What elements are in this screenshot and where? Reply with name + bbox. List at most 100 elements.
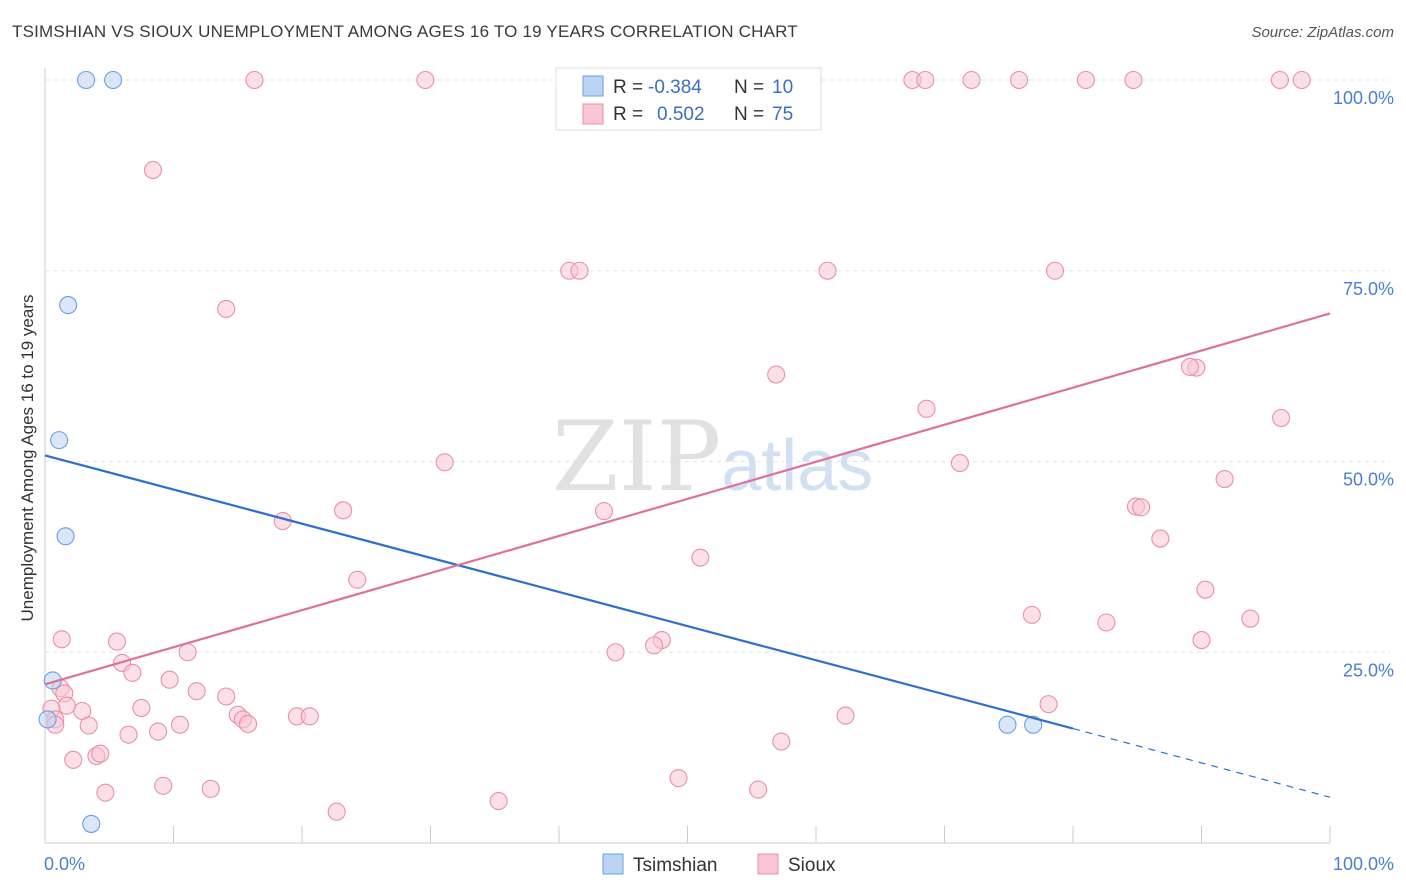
watermark-atlas: atlas (721, 426, 873, 506)
tsimshian-point-6 (38, 710, 57, 729)
sioux-point-10 (1292, 70, 1311, 90)
sioux-point-75 (96, 783, 115, 802)
sioux-point-13 (570, 261, 589, 280)
sioux-point-1 (416, 70, 435, 90)
sioux-point-63 (79, 716, 98, 735)
bottom-legend-label-sioux: Sioux (788, 855, 836, 876)
sioux-point-17 (767, 365, 786, 384)
sioux-point-50 (217, 687, 236, 706)
sioux-point-62 (1039, 695, 1058, 714)
sioux-point-34 (1022, 605, 1041, 624)
sioux-point-21 (1272, 408, 1291, 428)
bottom-legend: Tsimshian Sioux (602, 853, 836, 876)
sioux-trend-line (44, 312, 1331, 686)
legend-n-label-tsimshian: N = (734, 77, 764, 98)
sioux-point-15 (1045, 261, 1065, 280)
sioux-point-73 (154, 776, 173, 795)
sioux-point-22 (435, 453, 454, 472)
chart-source: Source: ZipAtlas.com (1251, 24, 1394, 41)
sioux-point-72 (669, 769, 688, 788)
sioux-point-71 (64, 750, 83, 769)
sioux-point-19 (1180, 357, 1199, 376)
y-tick-labels: 25.0% 50.0% 75.0% 100.0% (1333, 88, 1394, 680)
tsimshian-point-7 (82, 814, 101, 833)
sioux-point-70 (91, 744, 110, 763)
tsimshian-trend-line (44, 454, 1074, 730)
sioux-point-8 (1124, 70, 1143, 90)
sioux-point-30 (1151, 529, 1170, 548)
sioux-point-60 (300, 707, 319, 726)
sioux-point-11 (143, 160, 162, 180)
sioux-point-4 (916, 70, 935, 90)
data-points (38, 70, 1311, 833)
legend: R = -0.384 N = 10 R = 0.502 N = 75 (555, 67, 822, 131)
legend-n-value-tsimshian: 10 (772, 77, 793, 98)
bottom-legend-swatch-tsimshian (602, 853, 624, 875)
sioux-point-6 (1009, 70, 1029, 90)
tsimshian-point-8 (998, 715, 1017, 734)
sioux-point-76 (749, 780, 768, 799)
legend-swatch-tsimshian (582, 75, 604, 97)
sioux-point-41 (178, 643, 197, 662)
sioux-point-53 (57, 696, 76, 715)
sioux-point-67 (119, 725, 138, 744)
gridlines (45, 79, 1390, 653)
sioux-point-43 (1192, 630, 1211, 650)
x-tick-label-right: 100.0% (1333, 854, 1394, 874)
sioux-point-5 (962, 70, 981, 90)
sioux-point-35 (1097, 613, 1116, 632)
sioux-point-31 (691, 548, 710, 567)
sioux-point-36 (1241, 609, 1260, 628)
tsimshian-point-4 (56, 527, 75, 546)
legend-r-label-sioux: R = (613, 104, 643, 125)
sioux-point-51 (132, 698, 151, 717)
sioux-point-20 (917, 399, 936, 418)
sioux-point-45 (123, 663, 142, 682)
sioux-point-33 (1196, 580, 1215, 599)
x-tick-label-left: 0.0% (44, 854, 85, 874)
y-tick-label-75: 75.0% (1343, 279, 1394, 299)
sioux-point-0 (245, 70, 264, 90)
legend-n-label-sioux: N = (734, 104, 764, 125)
sioux-point-49 (187, 682, 206, 701)
y-tick-label-100: 100.0% (1333, 88, 1394, 108)
sioux-point-14 (818, 261, 837, 280)
watermark-zip: ZIP (552, 401, 721, 513)
tsimshian-trend-extension (1072, 727, 1331, 798)
sioux-point-9 (1270, 70, 1289, 90)
y-tick-label-50: 50.0% (1343, 470, 1394, 490)
sioux-point-42 (606, 643, 625, 662)
sioux-point-25 (334, 501, 353, 520)
sioux-point-65 (170, 715, 189, 734)
tsimshian-point-9 (1024, 715, 1043, 734)
sioux-point-23 (950, 453, 969, 473)
sioux-point-29 (1132, 498, 1151, 517)
legend-r-value-sioux: 0.502 (657, 104, 705, 125)
bottom-legend-label-tsimshian: Tsimshian (633, 855, 717, 876)
watermark: ZIPatlas (552, 401, 873, 513)
legend-r-label-tsimshian: R = (613, 77, 643, 98)
y-tick-label-25: 25.0% (1343, 660, 1394, 680)
tsimshian-point-0 (77, 70, 96, 90)
sioux-point-46 (160, 670, 179, 689)
sioux-point-74 (201, 779, 220, 798)
sioux-point-32 (348, 570, 367, 589)
sioux-point-40 (645, 636, 664, 655)
trend-lines (44, 312, 1331, 798)
sioux-point-68 (772, 732, 791, 751)
tsimshian-point-2 (59, 296, 78, 315)
tsimshian-point-1 (104, 70, 123, 90)
sioux-point-26 (594, 502, 614, 521)
sioux-point-7 (1076, 70, 1095, 90)
sioux-point-16 (217, 299, 236, 318)
sioux-point-77 (489, 791, 508, 811)
tsimshian-point-3 (50, 431, 69, 450)
bottom-legend-swatch-sioux (757, 853, 779, 875)
sioux-point-58 (238, 714, 258, 734)
legend-swatch-sioux (582, 103, 604, 125)
legend-n-value-sioux: 75 (772, 104, 793, 125)
sioux-point-66 (149, 722, 168, 741)
chart-title: TSIMSHIAN VS SIOUX UNEMPLOYMENT AMONG AG… (12, 22, 798, 41)
sioux-point-61 (836, 706, 855, 725)
